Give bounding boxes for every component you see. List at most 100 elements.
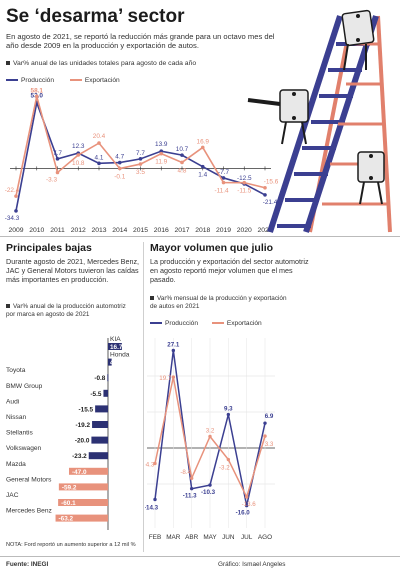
legend-exportacion-swatch: [69, 79, 82, 82]
legend-produccion-swatch: [6, 79, 18, 82]
data-point: [221, 180, 226, 185]
data-point: [208, 434, 212, 439]
category-label: Volkswagen: [6, 445, 42, 452]
x-tick-label: JUN: [222, 534, 235, 541]
data-point: [14, 209, 18, 213]
category-label: Honda: [110, 352, 130, 359]
data-point: [263, 193, 267, 197]
data-label: 19.7: [159, 375, 172, 382]
value-label: -63.2: [59, 516, 74, 523]
x-tick-label: 2020: [237, 227, 252, 234]
x-tick-label: 2021: [257, 227, 272, 234]
intro-text: En agosto de 2021, se reportó la reducci…: [6, 32, 275, 51]
data-point: [189, 486, 194, 491]
chart1-note: Var% anual de las unidades totales para …: [6, 60, 196, 67]
ladder-illustration: [247, 9, 392, 233]
bar-mercedes-benz: [55, 514, 108, 522]
data-label: -3.2: [219, 465, 230, 472]
data-label: 10.7: [176, 146, 189, 153]
data-point: [263, 421, 267, 425]
data-label: -12.5: [237, 175, 252, 182]
data-label: 11.9: [155, 159, 167, 166]
x-tick-label: 2011: [50, 227, 65, 234]
data-point: [180, 160, 184, 165]
data-label: 20.4: [93, 133, 106, 140]
x-tick-label: FEB: [149, 534, 161, 541]
gear-figure-bottom-icon: [357, 151, 385, 205]
footer-source: Fuente: INEGI: [6, 561, 48, 568]
value-label: 16.7: [110, 344, 123, 351]
x-tick-label: JUL: [241, 534, 253, 541]
data-label: 3.3: [265, 441, 274, 448]
data-label: 16.9: [197, 138, 210, 145]
chart3-note-text: Var% mensual de la producción y exportac…: [150, 295, 287, 310]
legend-produccion-label: Producción: [21, 77, 54, 84]
data-point: [97, 141, 101, 145]
bar-mazda: [68, 467, 108, 475]
bar-jac: [58, 499, 108, 506]
data-label: -16.0: [236, 510, 251, 517]
bar-volkswagen: [88, 452, 108, 460]
gear-figure-telescope-icon: [247, 89, 309, 145]
x-tick-label: 2019: [216, 227, 231, 234]
gear-figure-top-icon: [341, 9, 375, 71]
data-point: [138, 162, 143, 166]
value-label: -20.0: [75, 438, 90, 445]
footer-credit: Gráfico: Ismael Angeles: [218, 561, 286, 568]
annual-variation-chart: 2009 2010 2011 2012 2013 2014 2015 2016 2017 2018…: [5, 87, 279, 234]
bar-general-motors: [58, 483, 108, 491]
section3-title: Mayor volumen que julio: [150, 242, 274, 254]
data-label: 58.1: [31, 87, 44, 94]
data-label: 3.2: [206, 427, 215, 434]
bar-honda: [108, 358, 112, 366]
bullet-square-icon: [6, 304, 10, 309]
footer-divider: [0, 556, 400, 557]
category-label: Mercedes Benz: [6, 508, 52, 515]
x-tick-label: 2018: [195, 227, 210, 234]
x-tick-label: AGO: [258, 534, 272, 541]
data-point: [14, 194, 18, 198]
section-divider: [0, 236, 400, 237]
x-tick-label: 2015: [133, 227, 148, 234]
data-label: -34.3: [5, 215, 20, 222]
data-point: [180, 153, 184, 157]
value-label: 4.4: [110, 360, 119, 367]
ladder-icon: [267, 15, 392, 233]
x-tick-label: 2010: [29, 227, 44, 234]
bar-stellantis: [91, 436, 108, 444]
chart1-note-text: Var% anual de las unidades totales para …: [13, 60, 197, 67]
data-label: 3.5: [136, 169, 145, 176]
x-tick-label: 2013: [91, 227, 106, 234]
data-label: -13.6: [242, 501, 257, 508]
data-point: [244, 503, 249, 508]
x-tick-label: 2009: [8, 227, 23, 234]
page-title: Se ‘desarma’ sector: [6, 6, 185, 27]
data-label: -15.6: [264, 179, 279, 186]
data-point: [263, 434, 267, 438]
data-label: -8.4: [180, 469, 191, 476]
data-label: 12.3: [72, 143, 85, 150]
bullet-square-icon: [6, 61, 10, 66]
data-point: [153, 497, 157, 502]
chart1-legend: Producción Exportación: [6, 77, 120, 84]
data-label: 10.8: [72, 160, 85, 167]
category-label: Audi: [6, 398, 20, 405]
data-point: [226, 412, 231, 417]
data-point: [153, 461, 157, 466]
data-label: 27.1: [167, 341, 180, 348]
value-label: -15.5: [79, 406, 94, 413]
x-tick-label: 2014: [112, 227, 127, 234]
value-label: -5.5: [90, 391, 101, 398]
category-label: BMW Group: [6, 383, 43, 390]
data-point: [138, 157, 143, 161]
category-label: General Motors: [6, 476, 52, 483]
data-point: [117, 166, 122, 171]
data-label: -0.1: [114, 174, 125, 181]
data-label: -11.4: [214, 188, 229, 195]
data-point: [189, 476, 194, 480]
bullet-square-icon: [150, 296, 154, 301]
data-point: [34, 94, 39, 99]
bar-nissan: [92, 421, 108, 428]
bar-audi: [95, 405, 108, 413]
